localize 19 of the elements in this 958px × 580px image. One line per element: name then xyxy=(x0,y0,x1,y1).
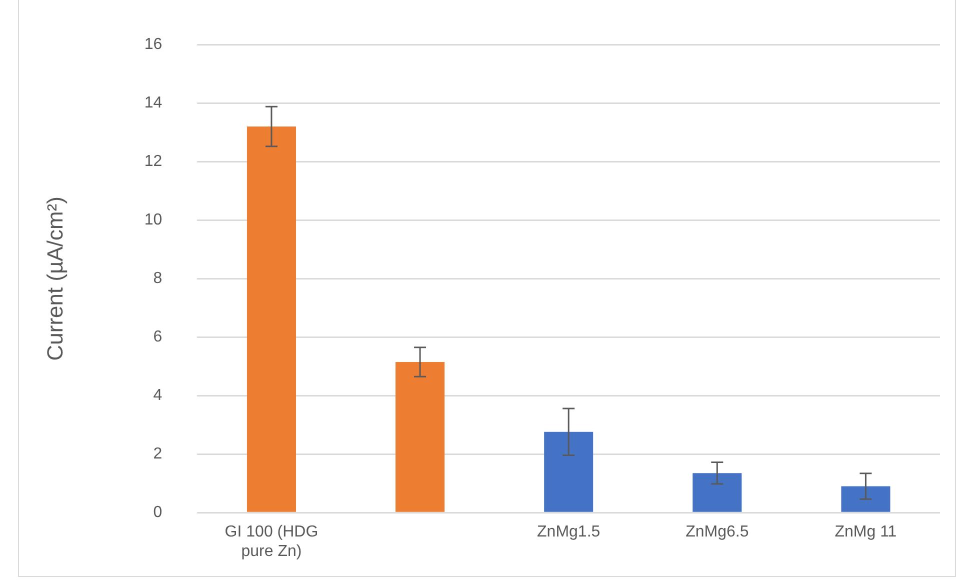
y-tick-label: 4 xyxy=(153,387,162,404)
x-tick-label: GI 100 (HDG pure Zn) xyxy=(224,524,318,560)
y-tick-label: 12 xyxy=(144,153,162,170)
bar xyxy=(841,486,890,512)
bar xyxy=(396,362,445,512)
y-tick-label: 14 xyxy=(144,94,162,112)
bar xyxy=(692,473,742,512)
y-axis-title: Current (µA/cm²) xyxy=(42,196,68,361)
bar xyxy=(544,432,594,512)
x-tick-label: ZnMg 11 xyxy=(834,524,897,541)
y-tick-label: 8 xyxy=(153,270,162,288)
y-tick-label: 0 xyxy=(153,504,162,522)
bar xyxy=(246,126,296,512)
x-tick-label: ZnMg6.5 xyxy=(686,524,749,541)
x-tick-label: ZnMg1.5 xyxy=(537,524,600,541)
y-tick-label: 2 xyxy=(153,446,162,463)
y-tick-label: 16 xyxy=(144,36,162,54)
y-tick-label: 6 xyxy=(153,328,162,346)
y-tick-label: 10 xyxy=(144,212,162,229)
